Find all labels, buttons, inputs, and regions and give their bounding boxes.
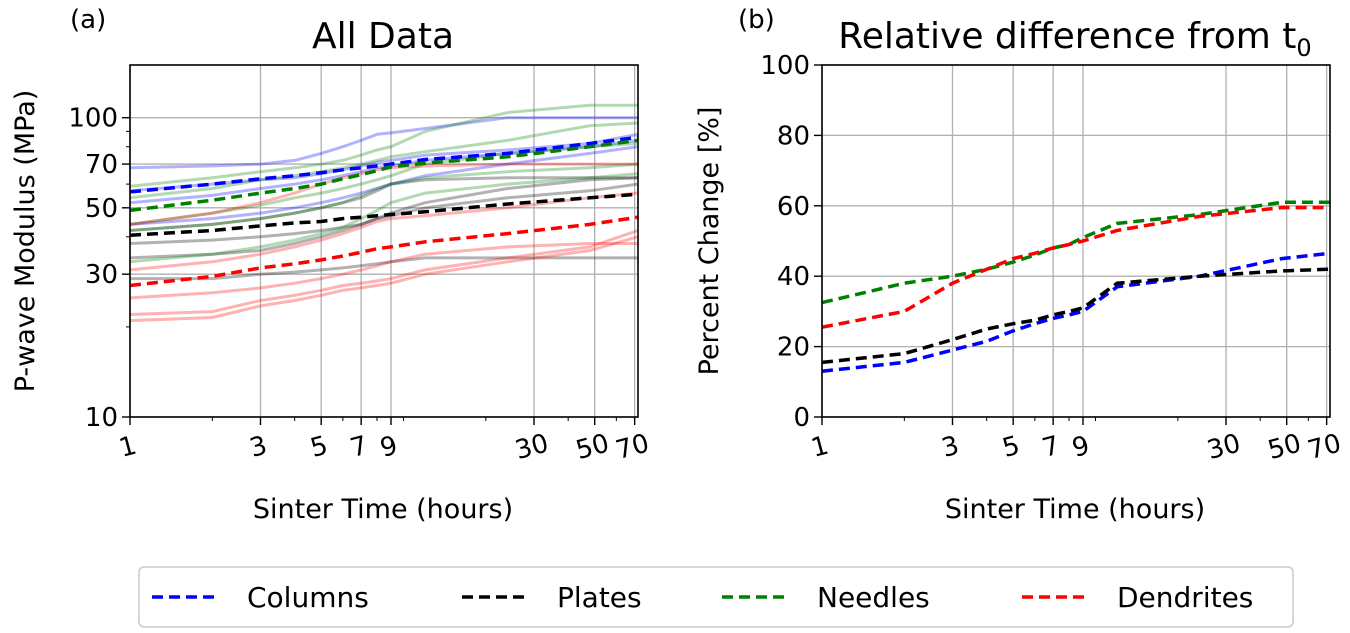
panel-b-ticks: 1 3 5 7 9 30 50 70 0 20 40 60 80 100 <box>760 51 1344 466</box>
panel-a-ytick-label: 70 <box>85 150 118 180</box>
panel-b-ytick-label: 20 <box>777 333 810 363</box>
panel-b-line-needles <box>821 200 1330 305</box>
panel-b-xtick-label: 30 <box>1204 429 1244 467</box>
legend-label-plates: Plates <box>557 581 642 614</box>
panel-a-xtick-label: 1 <box>116 431 140 464</box>
panel-a-mean-line-columns <box>129 135 639 194</box>
panel-a-sample-line <box>129 176 638 232</box>
panel-a-xtick-label: 30 <box>512 429 552 467</box>
panel-a-xtick-label: 5 <box>307 431 331 464</box>
legend-label-dendrites: Dendrites <box>1117 581 1253 614</box>
panel-a-sample-line <box>129 235 639 323</box>
panel-a-sample-line <box>129 176 639 260</box>
panel-b-ytick-label: 60 <box>777 192 810 222</box>
panel-a-sample-line <box>129 121 639 200</box>
panel-a-sample-line <box>129 162 639 232</box>
panel-a-ytick-label: 30 <box>85 260 118 290</box>
panel-a-mean-line-needles <box>129 138 639 213</box>
panel-b-line-dendrites <box>821 205 1330 329</box>
panel-a-ytick-label: 100 <box>68 104 118 134</box>
panel-a-sample-line <box>129 229 639 316</box>
panel-a-sample-line <box>129 162 638 226</box>
panel-b-xtick-label: 1 <box>808 431 832 464</box>
panel-b-title-text: Relative difference from t <box>838 16 1296 57</box>
panel-a-label: (a) <box>70 5 106 35</box>
panel-b-title: Relative difference from t0 <box>838 16 1311 62</box>
panel-b-xtick-label: 7 <box>1039 431 1063 464</box>
panel-b-xtick-label: 3 <box>939 431 963 464</box>
legend-label-columns: Columns <box>247 581 369 614</box>
panel-b-xlabel: Sinter Time (hours) <box>945 494 1205 525</box>
panel-a-sample-lines <box>129 103 639 323</box>
panel-b-xtick-label: 5 <box>999 431 1023 464</box>
panel-b-lines <box>821 200 1331 373</box>
panel-b-title-subscript: 0 <box>1296 34 1311 62</box>
panel-a-mean-lines <box>129 135 639 288</box>
panel-b-frame <box>821 64 1331 418</box>
panel-a-title: All Data <box>312 16 454 57</box>
panel-a-xtick-label: 9 <box>377 431 401 464</box>
panel-b: (b) Relative difference from t0 1 3 5 7 9 30 5… <box>694 5 1344 525</box>
panel-a-sample-line <box>129 182 639 245</box>
panel-a-ytick-label: 50 <box>85 194 118 224</box>
panel-a-sample-line <box>129 103 638 188</box>
panel-b-xtick-label: 70 <box>1305 429 1345 467</box>
panel-b-label: (b) <box>738 5 775 35</box>
panel-b-ytick-label: 0 <box>793 403 810 433</box>
panel-a-xtick-label: 70 <box>613 429 653 467</box>
panel-a-ytick-label: 10 <box>85 403 118 433</box>
panel-b-ytick-label: 80 <box>777 121 810 151</box>
legend: Columns Plates Needles Dendrites <box>138 566 1294 628</box>
panel-b-xtick-label: 50 <box>1265 429 1305 467</box>
panel-a-xtick-label: 7 <box>347 431 371 464</box>
panel-a-sample-line <box>129 145 639 226</box>
legend-label-needles: Needles <box>817 581 930 614</box>
panel-a-sample-line <box>129 242 638 300</box>
panel-a-xtick-label: 3 <box>247 431 271 464</box>
panel-a-sample-line <box>130 256 638 281</box>
panel-a-xtick-label: 50 <box>573 429 613 467</box>
panel-b-xtick-label: 9 <box>1069 431 1093 464</box>
panel-b-ylabel: Percent Change [%] <box>694 107 725 376</box>
panel-a-sample-line <box>129 132 639 193</box>
panel-a-mean-line-plates <box>129 192 639 237</box>
panel-a-ylabel: P-wave Modulus (MPa) <box>10 90 41 393</box>
panel-b-ytick-label: 100 <box>760 51 810 81</box>
legend-box <box>138 566 1294 628</box>
panel-a-sample-line <box>129 191 639 272</box>
panel-a-mean-line-dendrites <box>129 215 639 288</box>
panel-b-ytick-label: 40 <box>777 262 810 292</box>
panel-a-xlabel: Sinter Time (hours) <box>253 494 513 525</box>
panel-b-line-plates <box>821 267 1331 365</box>
panel-a-sample-line <box>129 116 638 170</box>
panel-a-frame <box>129 64 639 418</box>
